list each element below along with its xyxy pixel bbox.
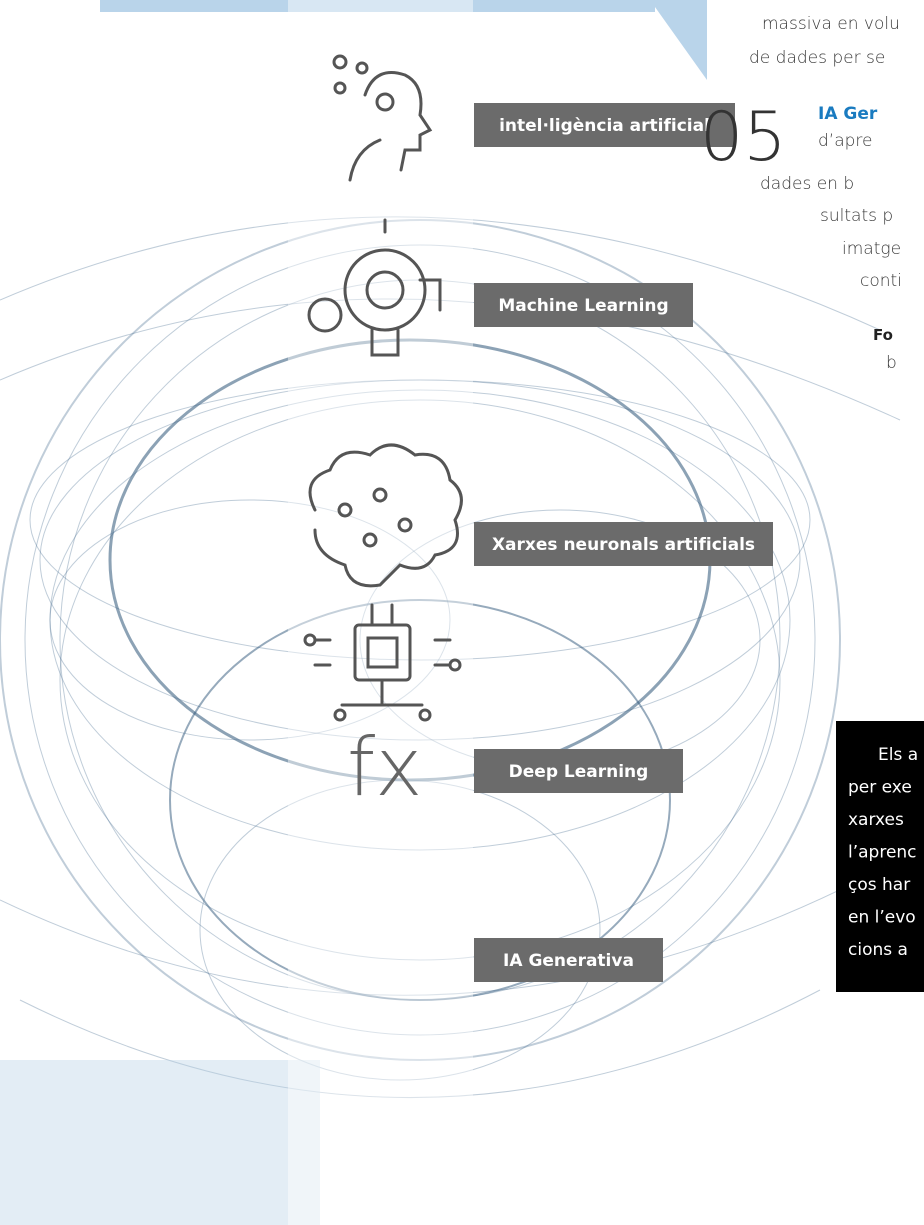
body-line: massiva en volu: [762, 14, 900, 34]
body-line: de dades per se: [749, 48, 885, 68]
right-text: massiva en volu de dades per se 05 IA Ger d’…: [700, 14, 902, 373]
item-number: 05: [700, 98, 787, 177]
source-text: b: [886, 353, 897, 373]
item-line: imatge: [842, 239, 901, 259]
source-label: Fo: [873, 326, 893, 344]
black-box-line: xarxes: [848, 810, 904, 830]
item-line: conti: [860, 271, 902, 291]
label-text: Deep Learning: [509, 762, 649, 782]
label-text: IA Generativa: [503, 951, 634, 971]
icon-column: [288, 0, 473, 1225]
black-box-line: en l’evo: [848, 908, 916, 928]
document: fx intel·ligència artificial Machine Lear…: [0, 0, 924, 1225]
bottom-tint: [0, 1060, 320, 1225]
item-line: sultats p: [820, 206, 893, 226]
fx-icon: fx: [347, 721, 423, 814]
label-text: intel·ligència artificial: [499, 116, 710, 136]
black-box-line: per exe: [848, 778, 912, 798]
label-group: intel·ligència artificial Machine Learnin…: [474, 103, 773, 982]
page: IA {"right_text": {"lines": ["massiva en…: [0, 0, 924, 1225]
label-text: Xarxes neuronals artificials: [492, 535, 755, 555]
body: fx intel·ligència artificial Machine Lear…: [0, 0, 924, 1225]
black-box-line: Els a: [878, 745, 918, 765]
item-line: dades en b: [760, 174, 854, 194]
label-text: Machine Learning: [498, 296, 668, 316]
black-box-line: l’aprenc: [848, 843, 917, 863]
black-box-line: cions a: [848, 940, 908, 960]
item-line: d’apre: [818, 131, 872, 151]
item-title: IA Ger: [818, 104, 878, 124]
black-box-line: ços har: [848, 875, 910, 895]
